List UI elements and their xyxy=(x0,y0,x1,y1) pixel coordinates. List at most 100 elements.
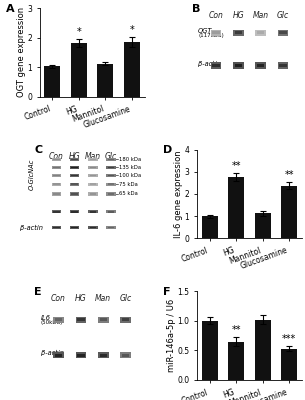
Bar xyxy=(71,43,87,96)
Bar xyxy=(52,166,61,169)
Y-axis label: miR-146a-5p / U6: miR-146a-5p / U6 xyxy=(167,299,176,372)
Bar xyxy=(70,226,79,229)
Text: HG: HG xyxy=(232,11,244,20)
Bar xyxy=(106,192,116,196)
Bar xyxy=(88,210,98,213)
Bar xyxy=(55,354,62,357)
Bar xyxy=(106,158,116,161)
Bar xyxy=(70,182,79,186)
Bar xyxy=(77,354,84,357)
Bar xyxy=(53,193,60,195)
Bar xyxy=(122,318,129,321)
Bar xyxy=(202,321,218,380)
Bar xyxy=(212,64,220,67)
Text: β-actin: β-actin xyxy=(20,225,43,231)
Text: Man: Man xyxy=(253,11,269,20)
Text: **: ** xyxy=(285,170,294,180)
Bar xyxy=(255,62,266,69)
Bar xyxy=(108,166,114,168)
Bar xyxy=(279,31,287,34)
Bar xyxy=(71,211,78,212)
Bar xyxy=(52,210,61,213)
Text: C: C xyxy=(34,145,42,155)
Bar xyxy=(279,64,287,67)
Bar xyxy=(122,354,129,357)
Bar xyxy=(233,62,244,69)
Text: F: F xyxy=(163,287,171,297)
Text: IL6: IL6 xyxy=(41,315,51,321)
Bar xyxy=(211,62,221,69)
Bar xyxy=(108,211,114,212)
Text: (117kDa): (117kDa) xyxy=(198,33,224,38)
Bar xyxy=(88,166,98,169)
Bar xyxy=(77,318,84,321)
Bar xyxy=(108,159,114,160)
Bar xyxy=(108,193,114,195)
Bar xyxy=(71,193,78,195)
Bar xyxy=(257,31,264,34)
Bar xyxy=(278,62,288,69)
Bar xyxy=(88,226,98,229)
Bar xyxy=(52,174,61,177)
Bar xyxy=(255,30,266,36)
Text: ***: *** xyxy=(282,334,296,344)
Bar xyxy=(89,227,96,228)
Bar xyxy=(71,166,78,168)
Bar xyxy=(106,166,116,169)
Bar xyxy=(89,184,96,185)
Bar xyxy=(53,352,64,358)
Bar xyxy=(98,317,109,323)
Text: 75 kDa: 75 kDa xyxy=(119,182,138,187)
Text: Man: Man xyxy=(95,294,111,303)
Bar xyxy=(100,318,107,321)
Bar xyxy=(88,158,98,161)
Bar xyxy=(255,214,271,238)
Bar xyxy=(212,31,220,34)
Bar xyxy=(71,227,78,228)
Text: D: D xyxy=(163,145,173,155)
Bar xyxy=(89,159,96,160)
Bar xyxy=(108,174,114,176)
Bar xyxy=(70,192,79,196)
Bar xyxy=(106,182,116,186)
Bar xyxy=(106,210,116,213)
Bar xyxy=(202,216,218,238)
Text: 65 kDa: 65 kDa xyxy=(119,192,138,196)
Bar xyxy=(120,317,131,323)
Text: OGT: OGT xyxy=(198,28,213,34)
Bar xyxy=(53,166,60,168)
Bar xyxy=(98,352,109,358)
Bar xyxy=(53,174,60,176)
Bar xyxy=(106,174,116,177)
Text: Man: Man xyxy=(85,152,101,161)
Bar xyxy=(70,158,79,161)
Bar xyxy=(233,30,244,36)
Text: Con: Con xyxy=(51,294,66,303)
Bar xyxy=(88,174,98,177)
Bar xyxy=(52,226,61,229)
Text: *: * xyxy=(77,27,81,37)
Bar xyxy=(124,42,140,96)
Text: Glc: Glc xyxy=(277,11,289,20)
Bar xyxy=(70,174,79,177)
Text: E: E xyxy=(34,287,42,297)
Bar xyxy=(108,227,114,228)
Bar xyxy=(52,158,61,161)
Bar xyxy=(89,166,96,168)
Bar xyxy=(106,226,116,229)
Text: 180 kDa: 180 kDa xyxy=(119,157,142,162)
Bar xyxy=(89,174,96,176)
Bar xyxy=(97,64,113,96)
Bar xyxy=(88,182,98,186)
Text: B: B xyxy=(192,4,200,14)
Bar xyxy=(235,64,242,67)
Bar xyxy=(53,211,60,212)
Text: HG: HG xyxy=(69,152,81,161)
Text: **: ** xyxy=(231,161,241,171)
Bar xyxy=(53,184,60,185)
Bar xyxy=(71,184,78,185)
Bar xyxy=(100,354,107,357)
Y-axis label: IL-6 gene expression: IL-6 gene expression xyxy=(174,150,183,238)
Bar xyxy=(255,320,271,380)
Bar xyxy=(70,166,79,169)
